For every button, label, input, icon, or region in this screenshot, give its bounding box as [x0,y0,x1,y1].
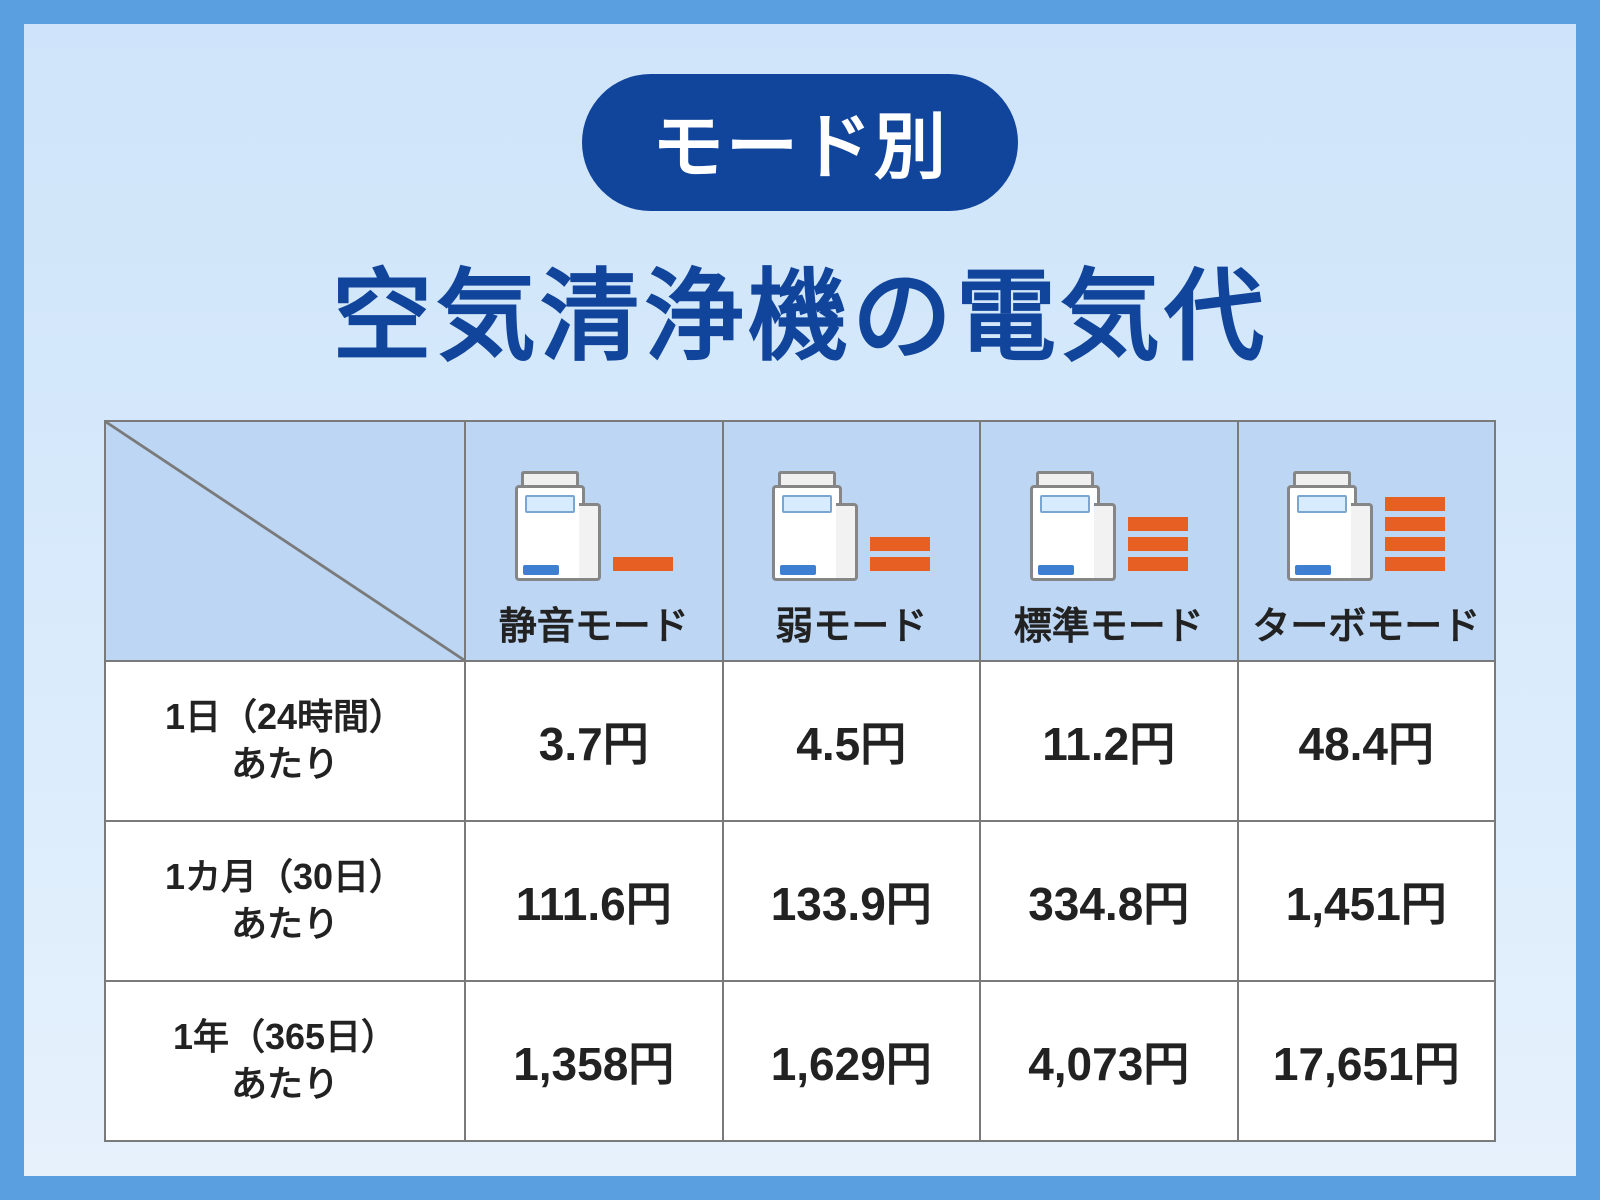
cost-cell: 111.6円 [465,821,723,981]
cost-cell: 4.5円 [723,661,981,821]
strength-bars-4 [1385,497,1445,581]
mode-header-quiet: 静音モード [465,421,723,661]
mode-header-weak: 弱モード [723,421,981,661]
strength-bars-2 [870,537,930,581]
cost-cell: 4,073円 [980,981,1238,1141]
header-pill: モード別 [582,74,1018,211]
period-sub: あたり [231,901,339,948]
strength-bars-1 [613,557,673,581]
air-purifier-icon [1287,471,1373,581]
mode-label: ターボモード [1252,595,1480,650]
air-purifier-icon [772,471,858,581]
period-sub: あたり [231,1061,339,1108]
page-title: 空気清浄機の電気代 [332,235,1268,380]
period-main: 1日（24時間） [165,694,405,741]
cost-table: 静音モード 弱モード [104,420,1496,1142]
cost-cell: 1,451円 [1238,821,1496,981]
mode-header-turbo: ターボモード [1238,421,1496,661]
cost-cell: 133.9円 [723,821,981,981]
mode-label: 標準モード [1014,595,1204,650]
cost-cell: 11.2円 [980,661,1238,821]
cost-cell: 1,629円 [723,981,981,1141]
table-row: 1日（24時間） あたり 3.7円 4.5円 11.2円 48.4円 [105,661,1495,821]
mode-header-standard: 標準モード [980,421,1238,661]
infographic-frame: モード別 空気清浄機の電気代 静音モード [0,0,1600,1200]
period-sub: あたり [231,741,339,788]
mode-label: 静音モード [499,595,689,650]
table-row: 1カ月（30日） あたり 111.6円 133.9円 334.8円 1,451円 [105,821,1495,981]
air-purifier-icon [515,471,601,581]
mode-label: 弱モード [775,595,927,650]
cost-cell: 48.4円 [1238,661,1496,821]
row-header-year: 1年（365日） あたり [105,981,465,1141]
cost-cell: 1,358円 [465,981,723,1141]
cost-cell: 17,651円 [1238,981,1496,1141]
row-header-day: 1日（24時間） あたり [105,661,465,821]
period-main: 1年（365日） [173,1014,397,1061]
header-corner-cell [105,421,465,661]
strength-bars-3 [1128,517,1188,581]
period-main: 1カ月（30日） [165,854,405,901]
cost-cell: 3.7円 [465,661,723,821]
table-row: 1年（365日） あたり 1,358円 1,629円 4,073円 17,651… [105,981,1495,1141]
table-header-row: 静音モード 弱モード [105,421,1495,661]
cost-cell: 334.8円 [980,821,1238,981]
air-purifier-icon [1030,471,1116,581]
row-header-month: 1カ月（30日） あたり [105,821,465,981]
